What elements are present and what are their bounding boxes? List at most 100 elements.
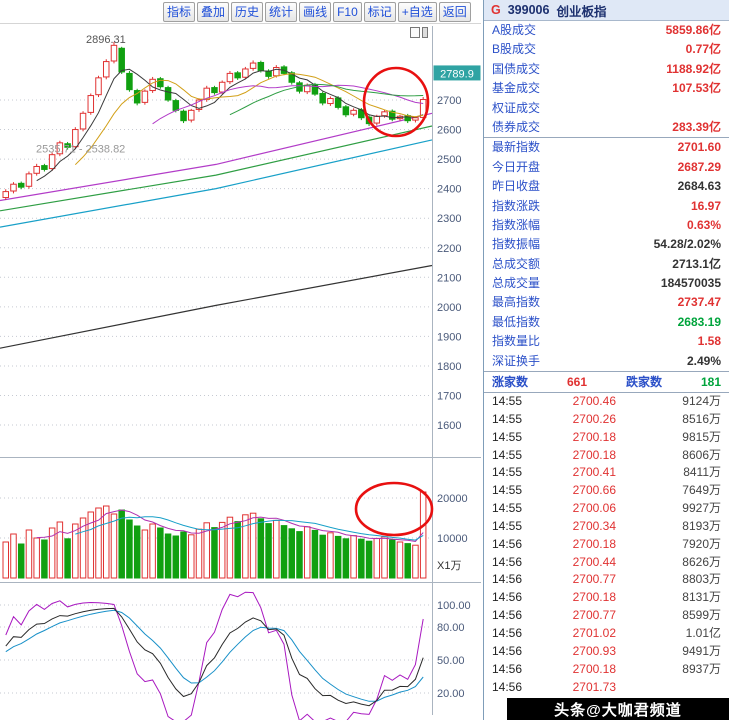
toolbar-button-indicator[interactable]: 指标 bbox=[163, 2, 196, 22]
quote-row: 最新指数 2701.60 bbox=[484, 138, 729, 157]
tick-row[interactable]: 14:55 2700.06 9927万 bbox=[484, 500, 729, 518]
decliners-value: 181 bbox=[700, 375, 721, 390]
advancers-value: 661 bbox=[566, 375, 588, 390]
quote-row-value: 54.28/2.02% bbox=[653, 237, 721, 252]
tick-row[interactable]: 14:56 2700.18 7920万 bbox=[484, 536, 729, 554]
tick-row[interactable]: 14:56 2700.18 8937万 bbox=[484, 661, 729, 679]
quote-row-value: 5859.86亿 bbox=[665, 23, 721, 37]
quote-row-label: B股成交 bbox=[492, 42, 537, 57]
toolbar-button-add-watchlist[interactable]: +自选 bbox=[397, 2, 437, 22]
tick-vol: 7649万 bbox=[682, 483, 721, 498]
tick-time: 14:55 bbox=[492, 465, 523, 480]
volume-layer bbox=[2, 491, 427, 579]
tick-vol: 8131万 bbox=[682, 590, 721, 605]
toolbar-button-back[interactable]: 返回 bbox=[438, 2, 471, 22]
highlight-circle bbox=[362, 66, 430, 138]
tick-time: 14:56 bbox=[492, 554, 523, 569]
stock-code: 399006 bbox=[507, 3, 550, 17]
tick-row[interactable]: 14:56 2701.02 1.01亿 bbox=[484, 625, 729, 643]
tick-row[interactable]: 14:55 2700.41 8411万 bbox=[484, 464, 729, 482]
toolbar-button-history[interactable]: 历史 bbox=[231, 2, 264, 22]
tick-list[interactable]: 14:55 2700.46 9124万 14:55 2700.26 8516万 14:55 2… bbox=[484, 393, 729, 696]
tick-price: 2700.18 bbox=[572, 447, 616, 462]
y-axis-label: 1700 bbox=[437, 391, 461, 403]
indicator-axis-label: 80.00 bbox=[437, 622, 465, 634]
quote-row-label: 指数涨幅 bbox=[492, 217, 541, 232]
market-flag: G bbox=[491, 3, 501, 17]
tick-vol: 8606万 bbox=[682, 447, 721, 462]
quote-row-value: 283.39亿 bbox=[672, 119, 721, 134]
tick-vol: 8937万 bbox=[682, 661, 721, 676]
tick-price: 2701.02 bbox=[572, 626, 616, 640]
tick-time: 14:55 bbox=[492, 483, 523, 498]
quote-row: B股成交 0.77亿 bbox=[484, 40, 729, 59]
tick-vol bbox=[616, 679, 721, 697]
toolbar-button-statistics[interactable]: 统计 bbox=[265, 2, 298, 22]
tick-time: 14:56 bbox=[492, 643, 523, 658]
annotation-layer: 2896.31 2535.71 - 2538.82 bbox=[36, 34, 434, 537]
tick-time: 14:56 bbox=[492, 608, 523, 623]
tick-price: 2700.18 bbox=[572, 536, 616, 551]
tick-row[interactable]: 14:55 2700.66 7649万 bbox=[484, 482, 729, 500]
tick-row[interactable]: 14:56 2700.77 8599万 bbox=[484, 607, 729, 625]
split-view-icon-bar bbox=[422, 27, 428, 38]
tick-row[interactable]: 14:55 2700.26 8516万 bbox=[484, 411, 729, 429]
split-view-icon[interactable] bbox=[410, 27, 428, 38]
volume-unit-label: X1万 bbox=[437, 560, 461, 572]
quote-row: 最低指数 2683.19 bbox=[484, 313, 729, 332]
kline-chart[interactable]: 2700 2600 2500 2400 2300 2200 2100 2000 1900 1800… bbox=[0, 0, 483, 720]
quote-row-value: 1188.92亿 bbox=[666, 61, 721, 76]
quote-row-value: 16.97 bbox=[690, 198, 721, 213]
quote-header: G 399006 创业板指 bbox=[484, 0, 729, 21]
tick-row[interactable]: 14:55 2700.18 8606万 bbox=[484, 447, 729, 465]
tick-row[interactable]: 14:55 2700.46 9124万 bbox=[484, 393, 729, 411]
quote-row: 债券成交 283.39亿 bbox=[484, 118, 729, 137]
quote-row-value: 0.77亿 bbox=[685, 42, 721, 57]
tick-vol: 9815万 bbox=[682, 429, 721, 444]
tick-row[interactable]: 14:55 2700.34 8193万 bbox=[484, 518, 729, 536]
quote-row-label: 最高指数 bbox=[492, 295, 541, 310]
quote-panel: G 399006 创业板指 A股成交 5859.86亿 B股成交 0.77亿 国债成交 1… bbox=[483, 0, 729, 720]
quote-row-value: 184570035 bbox=[660, 276, 721, 291]
y-axis-label: 2400 bbox=[437, 184, 461, 196]
tick-row[interactable]: 14:55 2700.18 9815万 bbox=[484, 429, 729, 447]
toolbar-button-mark[interactable]: 标记 bbox=[363, 2, 396, 22]
tick-time: 14:56 bbox=[492, 536, 523, 551]
tick-vol: 1.01亿 bbox=[685, 626, 721, 640]
quote-row: 总成交量 184570035 bbox=[484, 274, 729, 293]
quote-row-label: 最低指数 bbox=[492, 314, 541, 329]
y-axis-label: 2100 bbox=[437, 272, 461, 284]
tick-row[interactable]: 14:56 2700.77 8803万 bbox=[484, 571, 729, 589]
tick-price: 2700.41 bbox=[572, 465, 616, 480]
tick-vol: 8516万 bbox=[682, 411, 721, 426]
tick-price: 2700.18 bbox=[572, 590, 616, 605]
indicator-axis-label: 100.00 bbox=[437, 600, 471, 612]
y-axis-label: 2200 bbox=[437, 243, 461, 255]
kdj-layer bbox=[5, 591, 424, 720]
y-axis-label: 2000 bbox=[437, 302, 461, 314]
quote-row-value: 2684.63 bbox=[677, 179, 721, 194]
tick-price: 2700.26 bbox=[572, 411, 616, 426]
tick-price: 2700.93 bbox=[572, 643, 616, 658]
quote-row-label: 国债成交 bbox=[492, 61, 541, 76]
tick-time: 14:55 bbox=[492, 518, 523, 533]
tick-vol: 9927万 bbox=[682, 501, 721, 516]
market-turnover-section: A股成交 5859.86亿 B股成交 0.77亿 国债成交 1188.92亿 基金成交 107… bbox=[484, 21, 729, 137]
toolbar-button-overlay[interactable]: 叠加 bbox=[197, 2, 230, 22]
tick-row[interactable]: 14:56 2700.18 8131万 bbox=[484, 589, 729, 607]
tick-row[interactable]: 14:56 2701.73 bbox=[484, 679, 729, 697]
candles-layer bbox=[2, 41, 427, 200]
quote-row: 指数涨幅 0.63% bbox=[484, 216, 729, 235]
quote-row-label: 今日开盘 bbox=[492, 159, 541, 174]
chart-toolbar: 指标 叠加 历史 统计 画线 F10 标记 +自选 返回 bbox=[163, 2, 471, 22]
tick-time: 14:55 bbox=[492, 501, 523, 516]
quote-row-label: 指数振幅 bbox=[492, 237, 541, 252]
toolbar-button-draw-line[interactable]: 画线 bbox=[299, 2, 332, 22]
tick-vol: 8599万 bbox=[682, 608, 721, 623]
tick-time: 14:55 bbox=[492, 447, 523, 462]
tick-row[interactable]: 14:56 2700.93 9491万 bbox=[484, 643, 729, 661]
quote-row-value: 2737.47 bbox=[677, 295, 721, 310]
tick-time: 14:56 bbox=[492, 679, 523, 694]
tick-row[interactable]: 14:56 2700.44 8626万 bbox=[484, 554, 729, 572]
toolbar-button-f10[interactable]: F10 bbox=[333, 2, 362, 22]
